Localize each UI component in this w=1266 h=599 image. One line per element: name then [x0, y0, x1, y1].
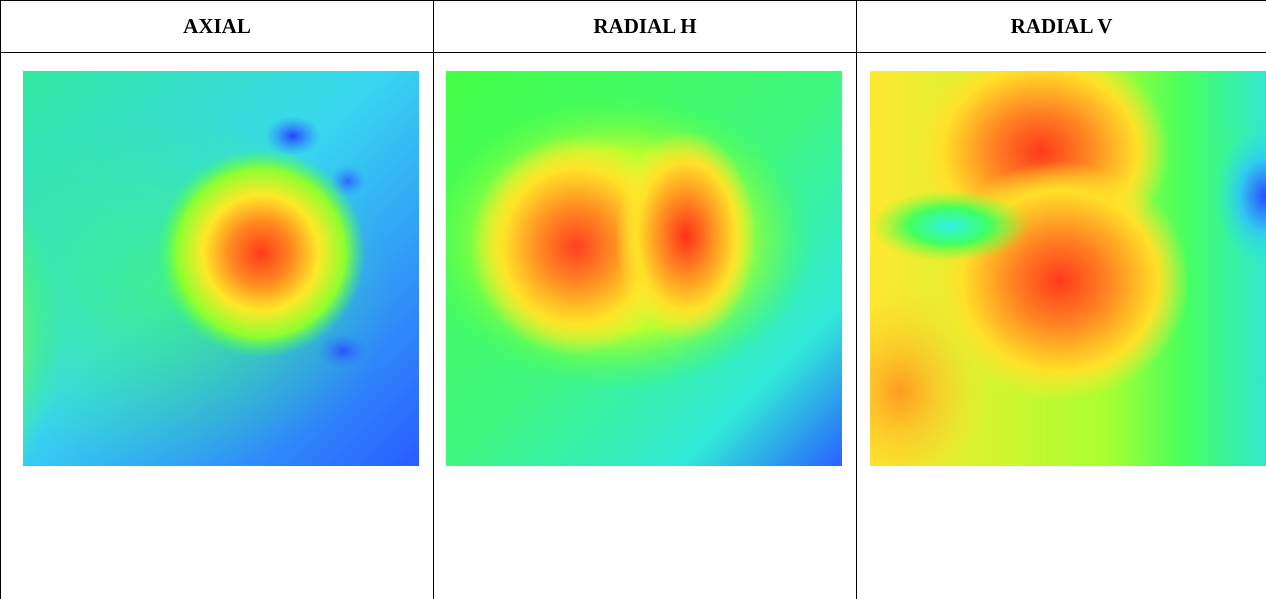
axial-vibration-map [23, 71, 419, 466]
radial-v-vibration-map [870, 71, 1266, 466]
header-bottom-border [0, 52, 1266, 53]
column-divider-1 [433, 0, 434, 599]
column-divider-2 [856, 0, 857, 599]
header-radial-h: RADIAL H [593, 14, 697, 38]
header-radial-v: RADIAL V [1010, 14, 1113, 38]
radial-h-vibration-map [446, 71, 842, 466]
table-left-border [0, 0, 1, 599]
table-top-border [0, 0, 1266, 1]
header-axial: AXIAL [183, 14, 251, 38]
